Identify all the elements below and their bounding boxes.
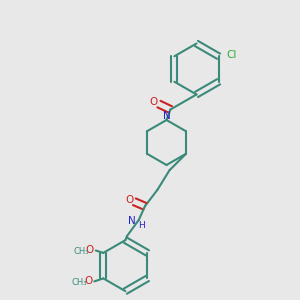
Text: N: N — [128, 216, 135, 226]
Text: O: O — [149, 97, 158, 107]
Text: Cl: Cl — [226, 50, 236, 60]
Text: N: N — [163, 111, 170, 122]
Text: CH₃: CH₃ — [72, 278, 87, 287]
Text: O: O — [86, 245, 94, 256]
Text: O: O — [84, 276, 92, 286]
Text: H: H — [139, 220, 145, 230]
Text: CH₃: CH₃ — [74, 247, 89, 256]
Text: O: O — [125, 195, 134, 205]
